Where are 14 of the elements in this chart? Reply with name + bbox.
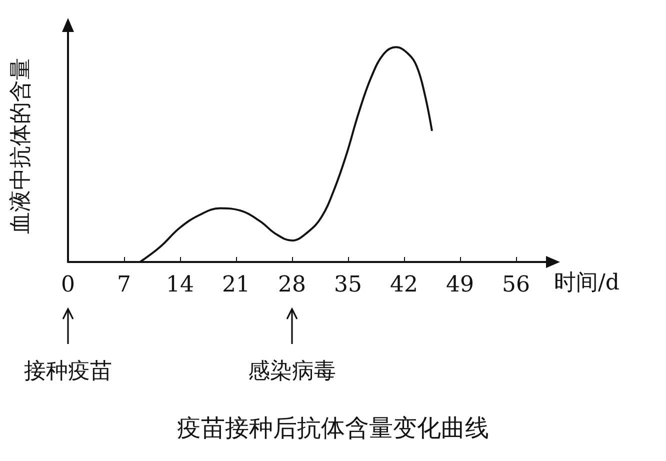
x-tick-label: 0 [61,272,75,298]
text: 接种疫苗 [24,358,112,386]
x-tick-label: 42 [390,272,418,298]
x-tick-label: 28 [278,272,306,298]
x-tick-label: 56 [502,272,530,298]
x-axis-title: 时间/d [554,270,620,296]
text: 疫苗接种后抗体含量变化曲线 [176,413,490,444]
x-tick-label: 7 [117,272,131,298]
x-tick-label: 35 [334,272,362,298]
text: 感染病毒 [248,358,336,386]
y-axis-title: 血液中抗体的含量 [8,58,34,234]
x-tick-label: 49 [446,272,474,298]
x-tick-label: 14 [166,272,194,298]
x-tick-label: 21 [222,272,250,298]
